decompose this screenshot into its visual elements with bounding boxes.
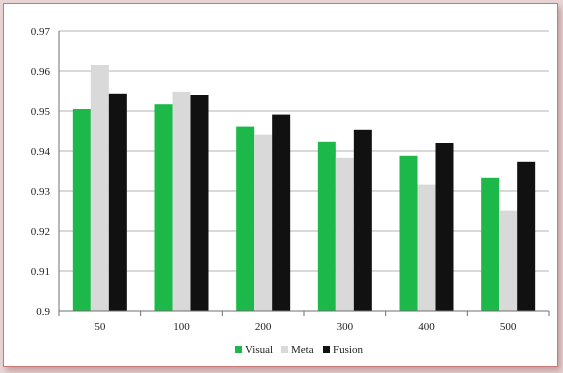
y-tick-label: 0.93 <box>31 186 51 198</box>
bar-fusion-100 <box>190 95 209 311</box>
bar-visual-100 <box>154 104 173 311</box>
axes <box>58 31 550 316</box>
bar-meta-100 <box>172 91 191 311</box>
legend-label-fusion: Fusion <box>333 344 363 356</box>
bar-meta-300 <box>335 157 354 311</box>
x-tick-label: 300 <box>337 321 354 333</box>
x-axis-ticks: 50 100 200 300 400 500 <box>94 321 517 333</box>
bar-meta-200 <box>254 134 273 311</box>
legend-swatch-fusion <box>323 346 330 353</box>
bars <box>72 65 536 311</box>
bar-meta-500 <box>499 210 518 311</box>
bar-fusion-400 <box>435 143 454 311</box>
x-tick-label: 200 <box>255 321 272 333</box>
y-tick-label: 0.91 <box>31 266 50 278</box>
bar-visual-300 <box>317 141 336 311</box>
y-tick-label: 0.9 <box>36 306 50 318</box>
bar-meta-50 <box>90 65 109 311</box>
y-tick-label: 0.95 <box>31 106 51 118</box>
y-tick-label: 0.97 <box>31 26 51 38</box>
legend-label-visual: Visual <box>245 344 273 356</box>
bar-fusion-500 <box>517 161 536 311</box>
gridlines <box>59 30 549 272</box>
bar-fusion-200 <box>272 114 291 311</box>
x-tick-label: 100 <box>173 321 190 333</box>
chart-frame: 0.9 0.91 0.92 0.93 0.94 0.95 0.96 0.97 50 100 200… <box>3 3 558 367</box>
y-tick-label: 0.94 <box>31 146 51 158</box>
bar-chart: 0.9 0.91 0.92 0.93 0.94 0.95 0.96 0.97 50 100 200… <box>31 26 550 356</box>
bar-visual-400 <box>399 155 418 311</box>
bar-visual-200 <box>236 126 255 311</box>
x-tick-label: 400 <box>418 321 435 333</box>
legend-label-meta: Meta <box>291 344 314 356</box>
bar-meta-400 <box>417 184 436 311</box>
x-tick-label: 500 <box>500 321 517 333</box>
y-tick-label: 0.96 <box>31 66 51 78</box>
y-tick-label: 0.92 <box>31 226 50 238</box>
bar-visual-500 <box>481 177 500 311</box>
legend: Visual Meta Fusion <box>235 344 363 356</box>
legend-swatch-visual <box>235 346 242 353</box>
x-tick-label: 50 <box>94 321 106 333</box>
bar-fusion-300 <box>353 129 372 311</box>
y-axis-ticks: 0.9 0.91 0.92 0.93 0.94 0.95 0.96 0.97 <box>31 26 51 318</box>
bar-visual-50 <box>72 109 91 311</box>
bar-fusion-50 <box>108 93 127 311</box>
legend-swatch-meta <box>281 346 288 353</box>
